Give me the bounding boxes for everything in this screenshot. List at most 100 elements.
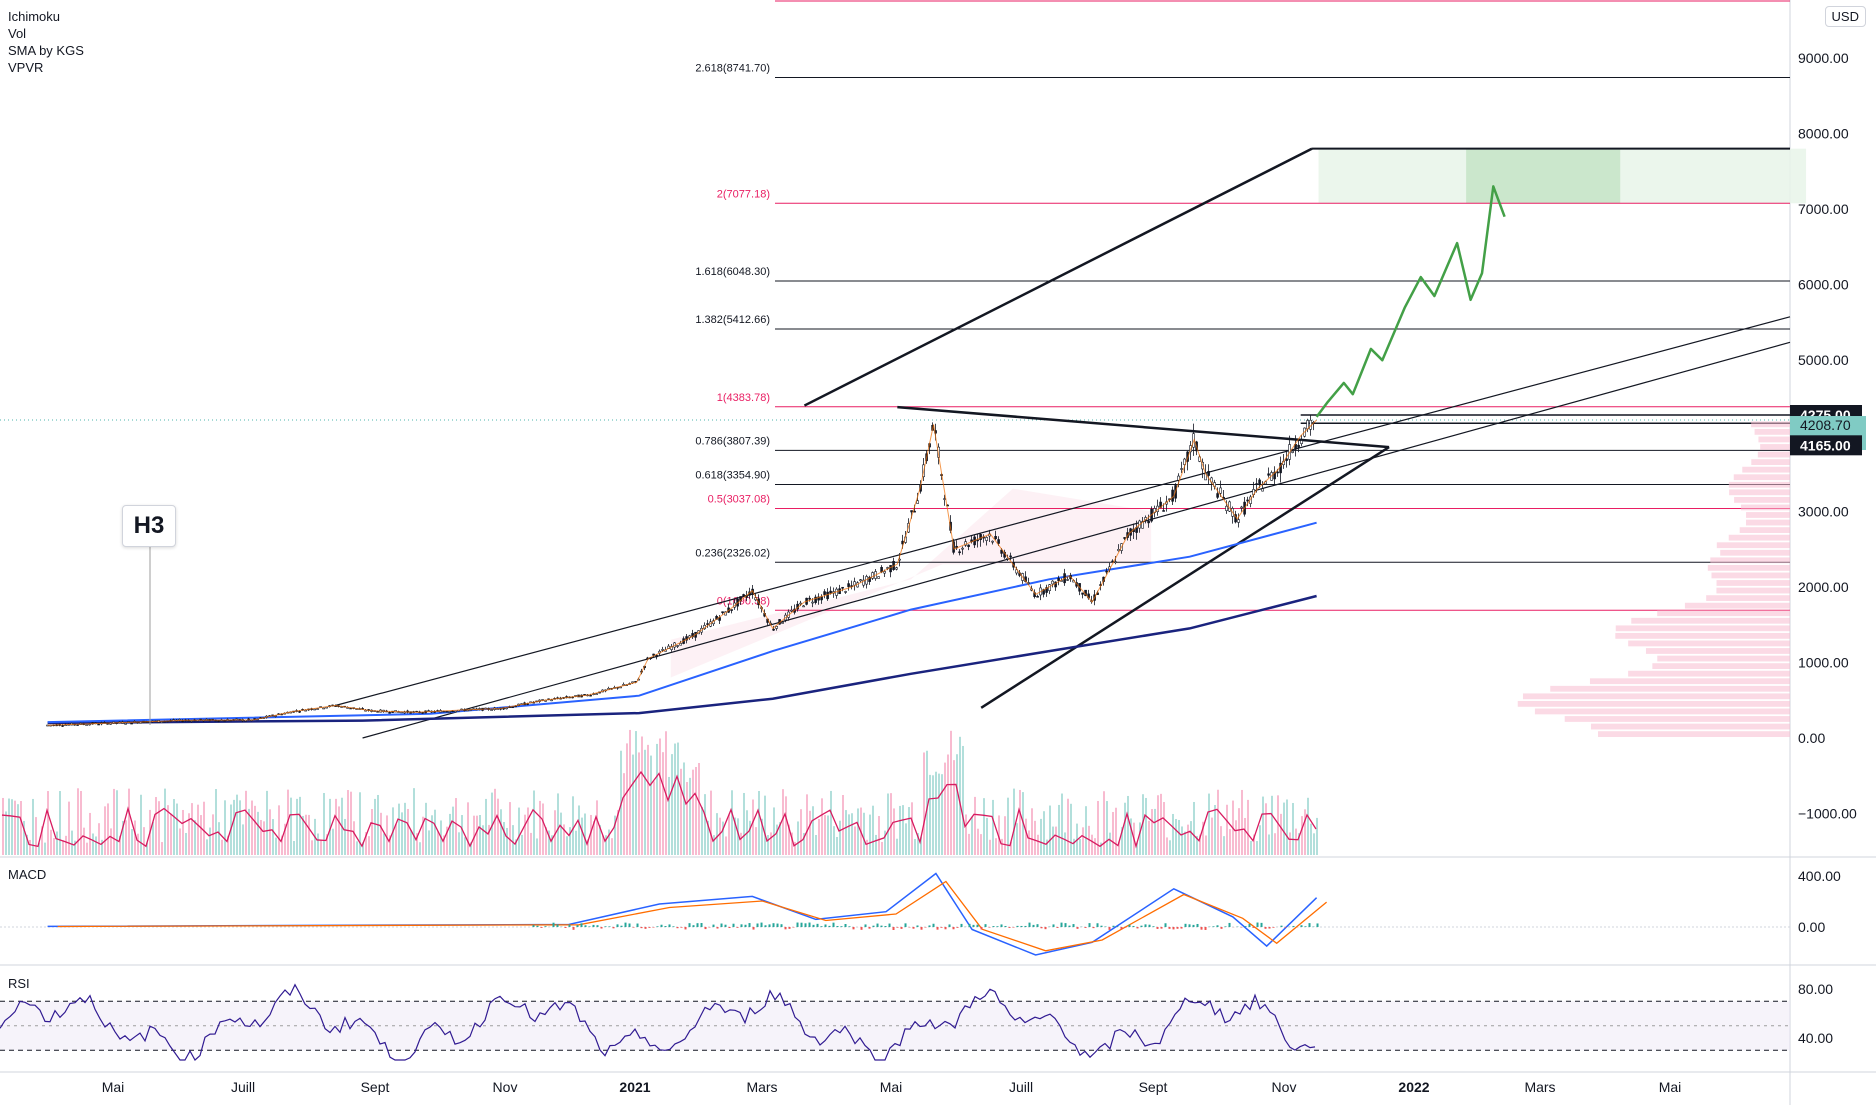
volume-bar (335, 799, 337, 855)
vpvr-bar (1740, 527, 1790, 533)
volume-bar (50, 830, 52, 855)
volume-bar (773, 807, 775, 855)
macd-hist-bar (1157, 927, 1159, 929)
volume-bar (1079, 839, 1081, 855)
vpvr-bar (1518, 701, 1790, 707)
indicator-sma[interactable]: SMA by KGS (8, 42, 84, 59)
volume-bar (752, 800, 754, 855)
macd-hist-bar (741, 924, 743, 927)
volume-bar (611, 838, 613, 855)
volume-bar (1292, 803, 1294, 855)
indicator-ichimoku[interactable]: Ichimoku (8, 8, 84, 25)
volume-bar (641, 736, 643, 855)
candle-body (896, 568, 898, 569)
candle-body (776, 626, 778, 628)
macd-hist-bar (969, 924, 971, 927)
macd-hist-bar (693, 925, 695, 927)
vpvr-bar (1708, 565, 1790, 571)
volume-bar (311, 840, 313, 855)
vpvr-bar (1590, 678, 1790, 684)
h3-note-label[interactable]: H3 (122, 505, 176, 547)
macd-hist-bar (1069, 926, 1071, 927)
fib-level-label-3: 1.382(5412.66) (695, 314, 770, 326)
volume-bar (89, 813, 91, 855)
macd-hist-bar (1001, 924, 1003, 927)
macd-hist-bar (605, 926, 607, 927)
macd-hist-bar (1037, 924, 1039, 927)
volume-bar (299, 797, 301, 855)
rsi-pane-label[interactable]: RSI (8, 976, 30, 991)
volume-bar (1103, 791, 1105, 855)
volume-bar (1145, 798, 1147, 855)
macd-hist-bar (1225, 926, 1227, 927)
volume-bar (1223, 836, 1225, 855)
candle-body (782, 622, 784, 623)
volume-bar (1157, 795, 1159, 855)
macd-hist-bar (757, 924, 759, 927)
projection-path (1317, 186, 1505, 417)
macd-hist-bar (601, 927, 603, 929)
candle-body (860, 580, 862, 581)
vpvr-bar (1751, 421, 1790, 427)
volume-bar (845, 810, 847, 855)
candle-body (656, 655, 658, 657)
macd-hist-bar (1173, 927, 1175, 929)
candle-body (1037, 596, 1039, 597)
volume-bar (1220, 826, 1222, 855)
macd-hist-bar (937, 927, 939, 930)
time-tick-7: Juill (1009, 1079, 1033, 1095)
volume-bar (218, 822, 220, 855)
vpvr-bar (1716, 588, 1790, 594)
volume-bar (479, 815, 481, 855)
time-tick-6: Mai (880, 1079, 903, 1095)
volume-bar (914, 839, 916, 855)
currency-button[interactable]: USD (1825, 6, 1866, 27)
macd-hist-bar (945, 927, 947, 929)
vpvr-histogram (1518, 421, 1790, 737)
volume-bar (1286, 799, 1288, 855)
indicator-vpvr[interactable]: VPVR (8, 59, 84, 76)
volume-bar (320, 841, 322, 855)
volume-bar (182, 810, 184, 855)
volume-bar (1160, 794, 1162, 855)
macd-hist-bar (557, 925, 559, 927)
time-tick-12: Mai (1659, 1079, 1682, 1095)
volume-bar (1310, 824, 1312, 855)
macd-hist-bar (957, 927, 959, 928)
volume-bar (266, 791, 268, 855)
volume-bar (104, 806, 106, 855)
volume-bar (338, 806, 340, 855)
volume-bar (719, 818, 721, 855)
volume-bar (317, 834, 319, 855)
volume-bar (1256, 841, 1258, 855)
macd-hist-bar (685, 927, 687, 929)
candle-body (1049, 585, 1051, 591)
price-candles (47, 415, 1315, 727)
volume-bar (131, 829, 133, 855)
macd-hist-bar (749, 923, 751, 927)
volume-bar (512, 825, 514, 855)
volume-bar (1172, 814, 1174, 855)
target-zone-inner (1466, 149, 1620, 204)
macd-hist-bar (1073, 924, 1075, 927)
volume-bar (989, 840, 991, 855)
volume-bar (869, 815, 871, 855)
volume-bar (971, 817, 973, 855)
candle-body (707, 624, 709, 625)
volume-bar (1235, 820, 1237, 855)
macd-hist-bar (1065, 923, 1067, 927)
indicator-vol[interactable]: Vol (8, 25, 84, 42)
volume-bar (656, 744, 658, 855)
macd-hist-bar (849, 926, 851, 927)
macd-pane-label[interactable]: MACD (8, 867, 46, 882)
time-tick-2: Sept (361, 1079, 390, 1095)
volume-bar (1241, 790, 1243, 855)
vpvr-bar (1535, 709, 1790, 715)
macd-hist-bar (1025, 926, 1027, 927)
volume-bar (1139, 822, 1141, 855)
volume-bar (911, 802, 913, 855)
macd-hist-bar (645, 927, 647, 929)
volume-bar (59, 791, 61, 855)
